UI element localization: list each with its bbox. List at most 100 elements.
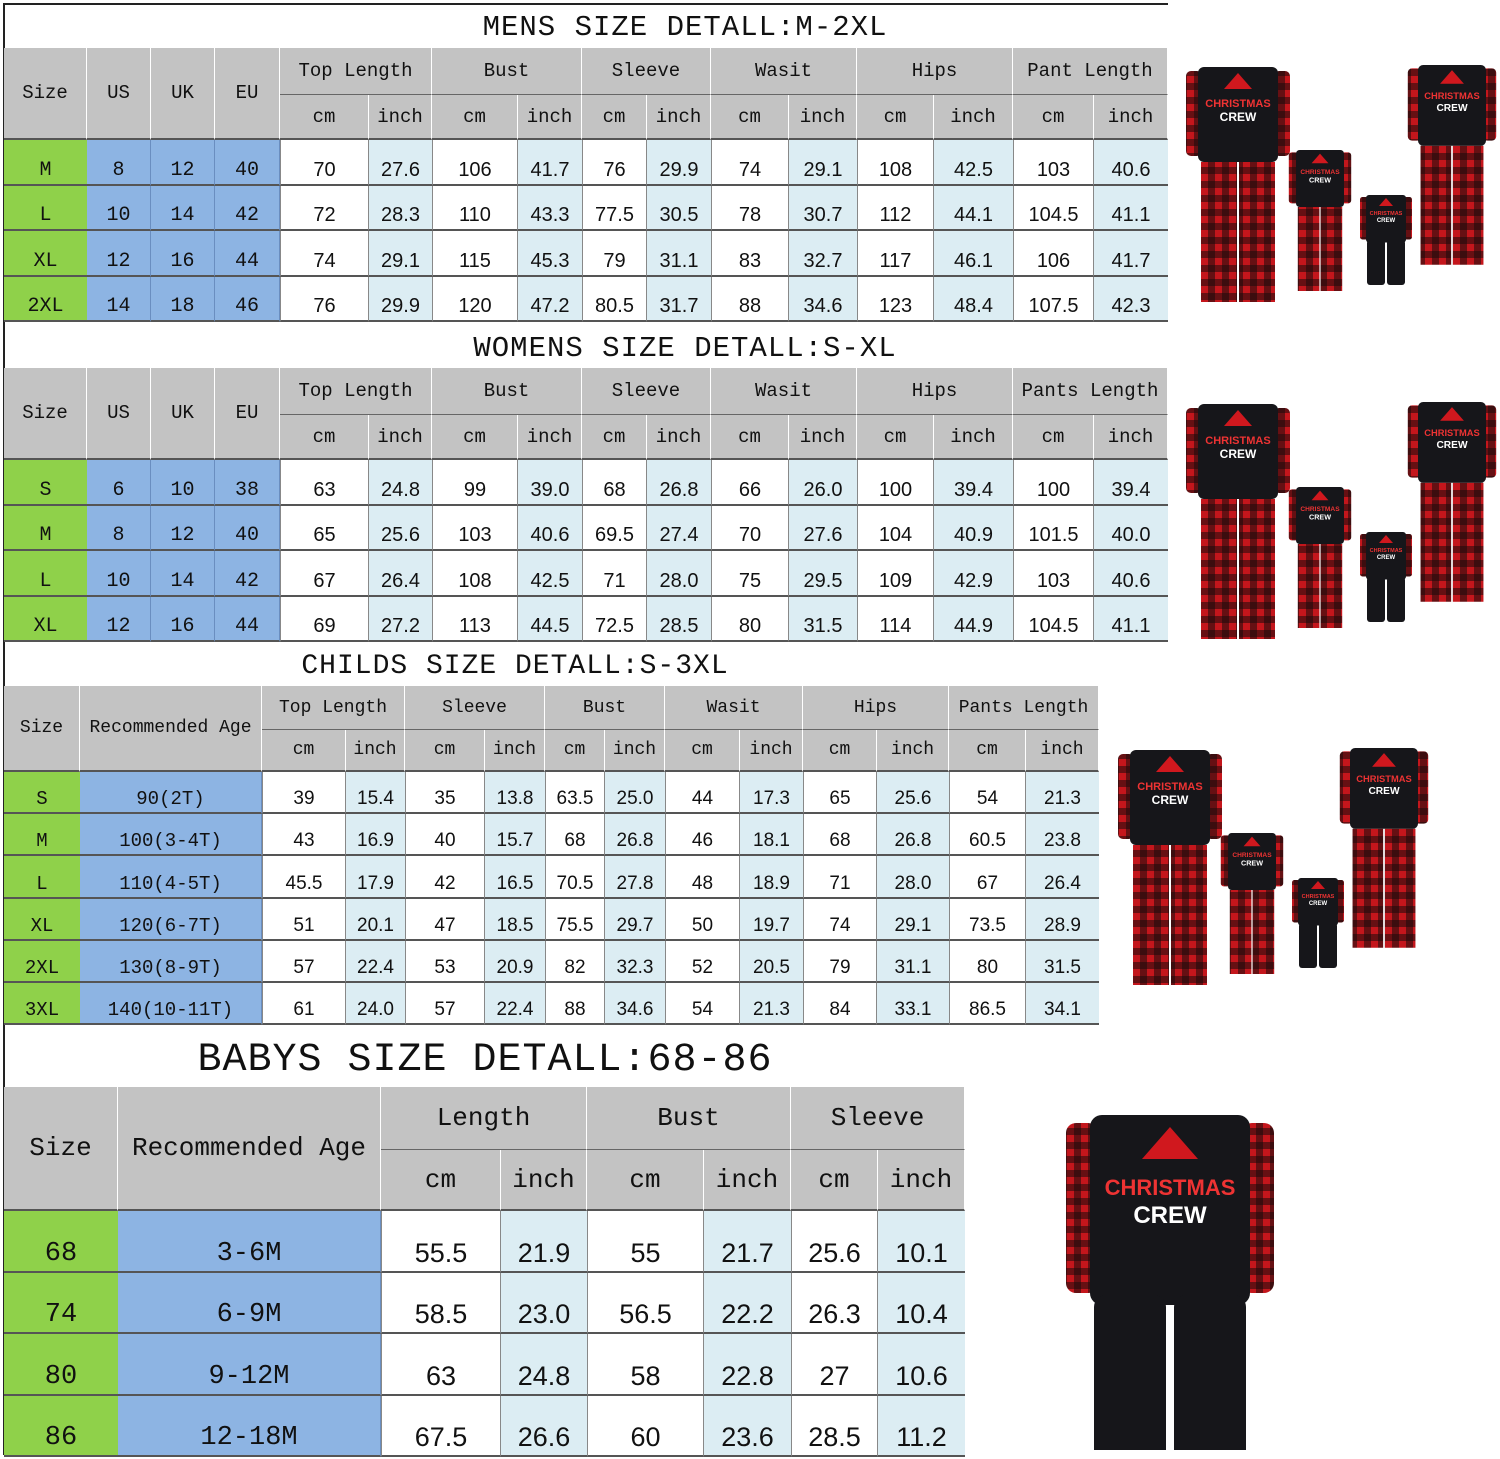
svg-text:CREW: CREW	[1152, 793, 1189, 807]
table-cell: 63	[381, 1334, 501, 1396]
unit-header: inch	[1094, 415, 1168, 460]
section-title: CHILDS SIZE DETALL:S-3XL	[301, 651, 729, 682]
table-cell: 12	[151, 140, 215, 186]
table-cell: 20.5	[740, 940, 803, 983]
table-cell: 28.9	[1026, 898, 1099, 941]
table-cell: 22.4	[485, 983, 545, 1026]
column-header: UK	[151, 48, 215, 140]
table-cell: 75.5	[545, 898, 605, 941]
table-cell: 80	[949, 940, 1026, 983]
unit-header: cm	[582, 415, 647, 460]
table-cell: 14	[151, 551, 215, 597]
table-cell: 28.5	[791, 1395, 878, 1457]
table-cell: 9-12M	[118, 1334, 381, 1396]
table-cell: 103	[1013, 140, 1094, 186]
unit-header: inch	[934, 95, 1013, 140]
table-cell: 17.9	[346, 856, 405, 899]
table-cell: 115	[432, 231, 518, 277]
table-cell: 28.5	[647, 596, 711, 642]
unit-header: inch	[789, 95, 857, 140]
table-cell: 61	[262, 983, 346, 1026]
table-cell: 29.1	[369, 231, 432, 277]
table-cell: 51	[262, 898, 346, 941]
table-cell: 54	[665, 983, 740, 1026]
table-cell: 18.9	[740, 856, 803, 899]
unit-header: cm	[1013, 415, 1094, 460]
table-cell: 90(2T)	[80, 772, 262, 815]
size-cell: 2XL	[4, 276, 87, 322]
group-header: Pant Length	[1013, 48, 1168, 95]
table-cell: 54	[949, 772, 1026, 815]
table-cell: 42	[405, 856, 485, 899]
table-cell: 82	[545, 940, 605, 983]
column-header: Size	[4, 48, 87, 140]
table-cell: 31.1	[647, 231, 711, 277]
table-cell: 21.7	[704, 1211, 791, 1273]
table-cell: 44.1	[934, 185, 1013, 231]
table-cell: 48.4	[934, 276, 1013, 322]
table-cell: 42	[215, 185, 280, 231]
svg-text:CREW: CREW	[1133, 1202, 1207, 1229]
table-cell: 103	[1013, 551, 1094, 597]
group-header: Length	[381, 1087, 587, 1150]
unit-header: cm	[857, 95, 934, 140]
table-cell: 100(3-4T)	[80, 814, 262, 857]
svg-text:CHRISTMAS: CHRISTMAS	[1302, 894, 1335, 900]
table-cell: 16.5	[485, 856, 545, 899]
size-cell: 2XL	[4, 940, 80, 983]
table-cell: 25.6	[877, 772, 949, 815]
table-cell: 80.5	[582, 276, 647, 322]
table-cell: 84	[803, 983, 877, 1026]
table-cell: 23.6	[704, 1395, 791, 1457]
table-cell: 25.0	[605, 772, 665, 815]
table-cell: 22.2	[704, 1272, 791, 1334]
group-header: Hips	[803, 686, 949, 730]
table-cell: 73.5	[949, 898, 1026, 941]
column-header: Size	[4, 368, 87, 460]
unit-header: cm	[582, 95, 647, 140]
table-cell: 86.5	[949, 983, 1026, 1026]
table-cell: 58	[587, 1334, 704, 1396]
unit-header: cm	[665, 730, 740, 772]
column-header: Size	[4, 1087, 118, 1211]
table-cell: 14	[87, 276, 151, 322]
table-cell: 26.8	[647, 460, 711, 506]
unit-header: cm	[545, 730, 605, 772]
table-cell: 8	[87, 140, 151, 186]
unit-header: inch	[789, 415, 857, 460]
table-cell: 6-9M	[118, 1272, 381, 1334]
unit-header: inch	[647, 95, 711, 140]
table-cell: 10.4	[878, 1272, 965, 1334]
table-cell: 42.5	[518, 551, 582, 597]
table-cell: 18.1	[740, 814, 803, 857]
svg-text:CREW: CREW	[1377, 218, 1396, 224]
table-cell: 26.8	[605, 814, 665, 857]
table-cell: 65	[280, 505, 369, 551]
table-cell: 29.1	[789, 140, 857, 186]
svg-text:CREW: CREW	[1241, 858, 1263, 867]
unit-header: inch	[878, 1150, 965, 1211]
table-cell: 46	[215, 276, 280, 322]
svg-text:CREW: CREW	[1309, 901, 1328, 907]
group-header: Sleeve	[405, 686, 545, 730]
table-cell: 44	[665, 772, 740, 815]
table-cell: 106	[432, 140, 518, 186]
table-cell: 74	[803, 898, 877, 941]
table-cell: 76	[582, 140, 647, 186]
table-cell: 63	[280, 460, 369, 506]
table-cell: 66	[711, 460, 789, 506]
column-header: EU	[215, 48, 280, 140]
group-header: Sleeve	[582, 48, 711, 95]
unit-header: cm	[949, 730, 1026, 772]
svg-text:CHRISTMAS: CHRISTMAS	[1205, 435, 1270, 447]
table-cell: 12-18M	[118, 1395, 381, 1457]
svg-text:CHRISTMAS: CHRISTMAS	[1370, 548, 1403, 554]
group-header: Wasit	[711, 48, 857, 95]
table-cell: 39.0	[518, 460, 582, 506]
